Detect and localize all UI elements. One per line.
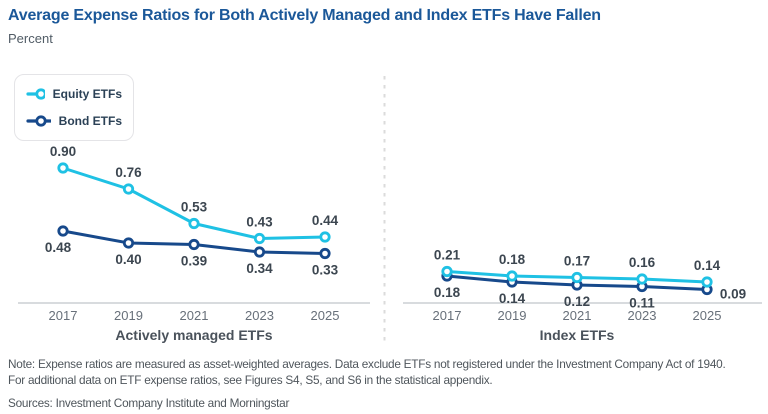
year-label: 2023 (628, 308, 657, 323)
year-label: 2019 (114, 308, 143, 323)
data-point-label-bond-etfs: 0.33 (312, 263, 339, 278)
year-label: 2023 (245, 308, 274, 323)
data-point-label-equity-etfs: 0.53 (181, 200, 208, 215)
sources-line: Sources: Investment Company Institute an… (8, 396, 290, 410)
data-point-label-bond-etfs: 0.48 (45, 240, 72, 255)
data-point-label-bond-etfs: 0.14 (499, 291, 526, 306)
data-point-label-equity-etfs: 0.76 (115, 165, 142, 180)
year-label: 2025 (693, 308, 722, 323)
chart-legend: Equity ETFs Bond ETFs (14, 74, 134, 141)
data-point-label-equity-etfs: 0.18 (499, 252, 526, 267)
data-point-label-equity-etfs: 0.44 (312, 213, 339, 228)
data-point-marker-equity-etfs (701, 276, 713, 288)
note-line-2: For additional data on ETF expense ratio… (8, 373, 493, 387)
data-point-marker-bond-etfs (188, 238, 200, 251)
data-point-marker-bond-etfs (253, 246, 266, 258)
data-point-label-bond-etfs: 0.40 (115, 252, 141, 267)
data-point-label-equity-etfs: 0.17 (564, 254, 590, 269)
data-point-marker-bond-etfs (122, 237, 135, 249)
data-point-marker-equity-etfs (57, 162, 69, 174)
data-point-label-bond-etfs: 0.12 (564, 294, 590, 309)
year-label: 2021 (180, 308, 209, 323)
legend-item-bond-etfs: Bond ETFs (26, 112, 122, 130)
year-label: 2017 (49, 308, 78, 323)
year-label: 2017 (433, 308, 462, 323)
data-point-marker-equity-etfs (506, 270, 518, 282)
data-point-marker-equity-etfs (122, 183, 135, 195)
legend-label-bond-etfs: Bond ETFs (58, 114, 122, 128)
chart-subtitle: Percent (8, 31, 53, 46)
data-point-marker-equity-etfs (253, 232, 266, 245)
note-line-1: Note: Expense ratios are measured as ass… (8, 357, 726, 371)
data-point-label-equity-etfs: 0.14 (694, 258, 721, 273)
data-point-label-equity-etfs: 0.90 (50, 144, 76, 159)
panel-title: Actively managed ETFs (115, 327, 272, 343)
chart-title: Average Expense Ratios for Both Actively… (8, 7, 601, 24)
year-label: 2025 (311, 308, 340, 323)
legend-label-equity-etfs: Equity ETFs (52, 87, 122, 101)
legend-item-equity-etfs: Equity ETFs (26, 85, 122, 103)
year-label: 2019 (498, 308, 527, 323)
data-point-marker-equity-etfs (188, 217, 200, 230)
bond-line-marker-icon (26, 115, 51, 127)
data-point-marker-equity-etfs (441, 265, 453, 278)
year-label: 2021 (563, 308, 592, 323)
data-point-label-equity-etfs: 0.43 (246, 215, 273, 230)
equity-line-marker-icon (26, 88, 45, 100)
data-point-marker-equity-etfs (319, 231, 331, 243)
data-point-label-bond-etfs: 0.39 (181, 254, 207, 269)
panel-title: Index ETFs (540, 327, 615, 343)
data-point-marker-equity-etfs (571, 271, 583, 284)
data-point-label-equity-etfs: 0.21 (434, 248, 461, 263)
data-point-label-bond-etfs: 0.11 (629, 296, 655, 311)
data-point-label-bond-etfs: 0.34 (246, 261, 273, 276)
data-point-marker-bond-etfs (319, 247, 331, 260)
data-point-label-bond-etfs: 0.18 (434, 285, 461, 300)
data-point-label-equity-etfs: 0.16 (629, 255, 656, 270)
data-point-label-bond-etfs: 0.09 (720, 287, 746, 302)
footnotes: Note: Expense ratios are measured as ass… (8, 356, 766, 411)
data-point-marker-equity-etfs (636, 273, 648, 285)
data-point-marker-bond-etfs (57, 225, 69, 237)
